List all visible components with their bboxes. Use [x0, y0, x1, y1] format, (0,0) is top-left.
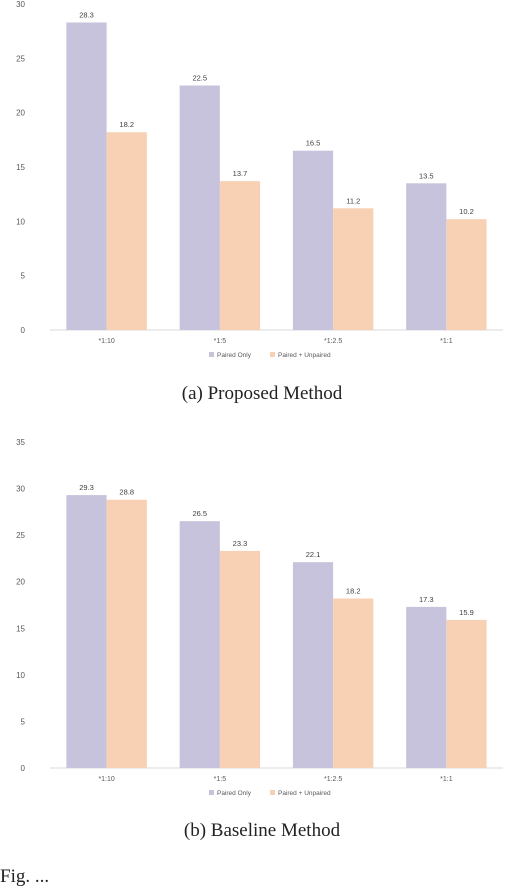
y-tick-label: 20 [16, 578, 25, 587]
y-tick-label: 15 [16, 624, 25, 633]
legend-label: Paired Only [217, 790, 252, 797]
bar-paired-only [292, 562, 334, 768]
legend-label: Paired + Unpaired [278, 352, 331, 359]
legend-swatch [270, 352, 275, 357]
data-label: 16.5 [306, 139, 321, 148]
y-tick-label: 10 [16, 671, 25, 680]
data-label: 22.5 [192, 74, 207, 83]
y-tick-label: 5 [21, 717, 26, 726]
y-tick-label: 20 [16, 109, 25, 118]
y-tick-label: 35 [16, 438, 25, 447]
chart-panel-proposed: 0 5 10 15 20 25 30 28.3 18.2 *1:10 22.5 13.7 *1:5 16.… [0, 0, 524, 416]
data-label: 13.7 [233, 169, 248, 178]
legend-swatch [209, 352, 214, 357]
x-tick-label: *1:1 [440, 338, 453, 345]
data-label: 26.5 [192, 509, 207, 518]
bar-paired-only [66, 22, 107, 331]
data-label: 22.1 [306, 550, 321, 559]
x-tick-label: *1:10 [98, 776, 114, 783]
y-tick-label: 25 [16, 54, 25, 63]
y-tick-label: 0 [21, 326, 26, 335]
bar-paired-only [292, 150, 334, 330]
y-tick-label: 5 [21, 272, 26, 281]
bar-chart-proposed: 0 5 10 15 20 25 30 28.3 18.2 *1:10 22.5 13.7 *1:5 16.… [16, 0, 503, 359]
legend-label: Paired Only [217, 352, 252, 359]
x-tick-label: *1:1 [440, 776, 453, 783]
bar-paired-unpaired [219, 181, 261, 330]
bar-paired-unpaired [446, 219, 487, 330]
y-tick-label: 15 [16, 163, 25, 172]
data-label: 23.3 [233, 539, 248, 548]
x-tick-label: *1:10 [98, 338, 114, 345]
bar-chart-baseline: 0 5 10 15 20 25 30 35 29.3 28.8 *1:10 26.5 23.3 *1:5 2… [16, 438, 503, 797]
y-tick-label: 0 [21, 764, 26, 773]
bar-paired-only [66, 495, 107, 768]
legend-label: Paired + Unpaired [278, 790, 331, 797]
data-label: 15.9 [459, 608, 474, 617]
data-label: 18.2 [346, 586, 361, 595]
data-label: 18.2 [119, 120, 134, 129]
legend-swatch [209, 790, 214, 795]
bar-paired-only [406, 183, 447, 330]
figure-caption: Fig. ... [0, 866, 50, 887]
data-label: 17.3 [419, 595, 434, 604]
data-label: 29.3 [79, 483, 94, 492]
chart-panel-baseline: 0 5 10 15 20 25 30 35 29.3 28.8 *1:10 26.5 23.3 *1:5 2… [0, 424, 524, 856]
x-tick-label: *1:2.5 [324, 776, 342, 783]
x-tick-label: *1:5 [214, 338, 227, 345]
bar-paired-unpaired [106, 499, 147, 768]
x-tick-label: *1:2.5 [324, 338, 342, 345]
data-label: 10.2 [459, 207, 474, 216]
bar-paired-only [179, 521, 220, 768]
y-tick-label: 10 [16, 217, 25, 226]
data-label: 11.2 [346, 196, 360, 205]
caption-proposed: (a) Proposed Method [181, 383, 343, 404]
bar-paired-unpaired [446, 619, 487, 768]
bar-paired-unpaired [219, 550, 261, 768]
legend-swatch [270, 790, 275, 795]
caption-baseline: (b) Baseline Method [183, 820, 341, 841]
y-tick-label: 30 [16, 485, 25, 494]
data-label: 28.3 [79, 10, 94, 19]
bar-paired-only [406, 606, 447, 768]
bar-paired-unpaired [106, 132, 147, 330]
x-tick-label: *1:5 [214, 776, 227, 783]
y-tick-label: 30 [16, 0, 25, 9]
bar-paired-only [179, 85, 220, 330]
bar-paired-unpaired [333, 598, 374, 768]
bar-paired-unpaired [333, 208, 374, 330]
data-label: 13.5 [419, 171, 434, 180]
data-label: 28.8 [119, 488, 134, 497]
y-tick-label: 25 [16, 531, 25, 540]
